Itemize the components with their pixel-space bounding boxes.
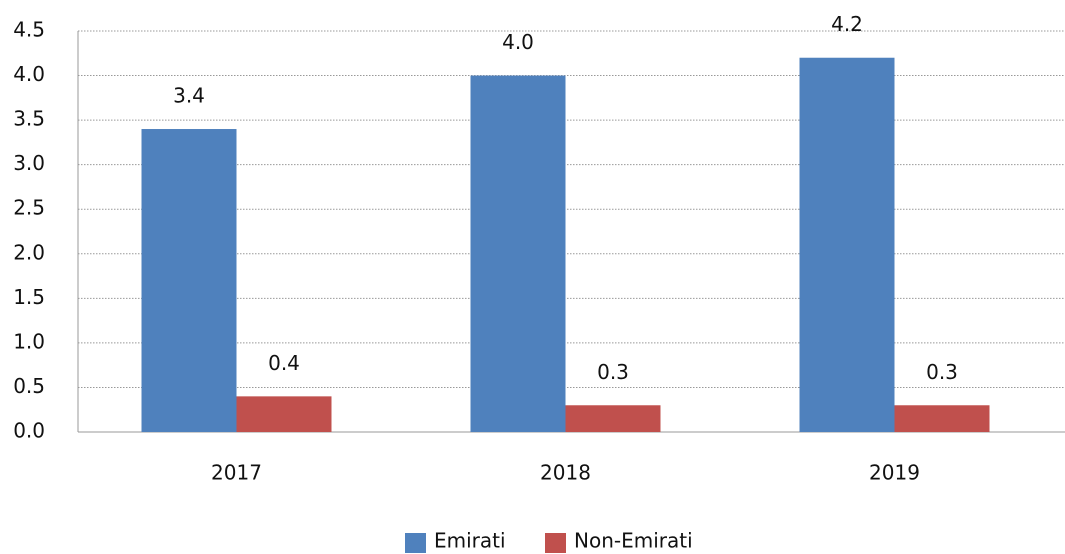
x-tick-label: 2017	[211, 461, 262, 485]
y-tick-label: 0.0	[13, 419, 45, 443]
y-tick-label: 4.0	[13, 62, 45, 86]
y-tick-label: 3.0	[13, 151, 45, 175]
bar	[894, 405, 990, 432]
legend-label: Emirati	[434, 529, 506, 553]
bar	[141, 129, 237, 432]
x-tick-label: 2018	[540, 461, 591, 485]
bar	[236, 396, 332, 432]
bar	[565, 405, 661, 432]
bar	[470, 75, 566, 433]
y-tick-label: 0.5	[13, 374, 45, 398]
y-tick-label: 3.5	[13, 107, 45, 131]
value-label: 0.3	[597, 360, 629, 384]
legend-label: Non-Emirati	[574, 529, 693, 553]
value-label: 0.3	[926, 360, 958, 384]
legend-swatch	[405, 533, 426, 553]
value-label: 3.4	[173, 84, 205, 108]
y-tick-label: 1.5	[13, 285, 45, 309]
value-label: 4.0	[502, 30, 534, 54]
y-tick-label: 1.0	[13, 329, 45, 353]
y-tick-label: 2.0	[13, 240, 45, 264]
value-label: 4.2	[831, 12, 863, 36]
y-tick-label: 2.5	[13, 196, 45, 220]
x-tick-label: 2019	[869, 461, 920, 485]
bar	[799, 57, 895, 432]
legend-swatch	[545, 533, 566, 553]
value-label: 0.4	[268, 351, 300, 375]
y-tick-label: 4.5	[13, 18, 45, 42]
